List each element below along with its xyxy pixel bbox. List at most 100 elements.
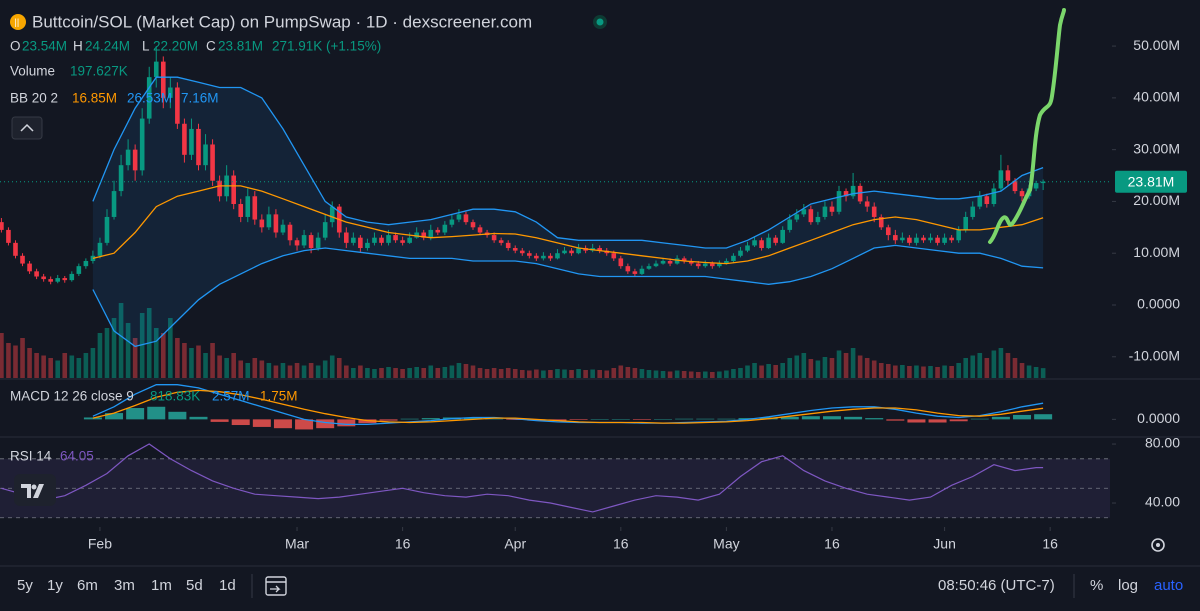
histogram-bar xyxy=(949,419,968,422)
volume-bar xyxy=(766,364,771,378)
volume-bar xyxy=(336,358,342,378)
legend-value: 1.75M xyxy=(260,389,298,404)
candle-body xyxy=(69,273,75,281)
candle-body xyxy=(344,232,349,243)
range-button[interactable]: 5y xyxy=(17,577,33,594)
volume-bar xyxy=(773,365,778,378)
volume-bar xyxy=(0,333,4,378)
scale-option[interactable]: log xyxy=(1118,577,1138,594)
candle-body xyxy=(435,229,441,233)
candle-body xyxy=(428,229,434,238)
volume-bar xyxy=(76,358,82,378)
clock: 08:50:46 (UTC-7) xyxy=(938,577,1055,594)
token-icon-mark: || xyxy=(15,17,20,27)
legend-name: Volume xyxy=(10,64,55,79)
candle-body xyxy=(794,214,800,220)
volume-bar xyxy=(393,368,398,378)
volume-bar xyxy=(259,360,265,378)
y-tick-label: 0.0000 xyxy=(1137,410,1180,426)
settings-button[interactable] xyxy=(1151,538,1165,552)
candle-body xyxy=(625,266,631,272)
candle-body xyxy=(1033,183,1039,189)
volume-bar xyxy=(653,370,659,378)
scale-option[interactable]: % xyxy=(1090,577,1103,594)
volume-bar xyxy=(956,363,961,378)
histogram-bar xyxy=(675,418,694,420)
histogram-bar xyxy=(1013,414,1032,420)
toolbar: 5y 1y 6m 3m 1m 5d 1d 08:50:46 (UTC-7)% log auto xyxy=(17,577,1183,594)
range-button[interactable]: 1m xyxy=(151,577,172,594)
date-range-button[interactable] xyxy=(265,576,287,596)
candle-body xyxy=(569,250,574,254)
candle-body xyxy=(548,255,553,259)
range-button[interactable]: 1y xyxy=(47,577,63,594)
volume-bar xyxy=(322,360,328,378)
histogram-bar xyxy=(970,418,989,420)
legend-name: MACD 12 26 close 9 xyxy=(10,389,134,404)
candle-body xyxy=(372,237,377,243)
legend-name: RSI 14 xyxy=(10,449,52,464)
volume-bar xyxy=(111,318,117,378)
volume-bar xyxy=(674,370,680,378)
volume-bar xyxy=(900,365,905,378)
histogram-bar xyxy=(210,419,229,422)
candle-body xyxy=(217,180,222,197)
range-button[interactable]: 5d xyxy=(186,577,203,594)
candle-body xyxy=(400,240,405,243)
volume-bar xyxy=(456,363,462,378)
candle-body xyxy=(280,224,286,233)
candle-body xyxy=(534,255,539,259)
volume-bar xyxy=(365,368,370,378)
range-button[interactable]: 6m xyxy=(77,577,98,594)
candle-body xyxy=(139,118,145,171)
volume-bar xyxy=(555,369,560,378)
ohlc-key: H xyxy=(73,39,83,54)
candle-body xyxy=(773,237,778,243)
volume-bar xyxy=(238,360,244,378)
scale-option[interactable]: auto xyxy=(1154,577,1183,594)
candle-body xyxy=(695,263,701,267)
histogram-bar xyxy=(231,419,250,426)
range-button[interactable]: 3m xyxy=(114,577,135,594)
candle-body xyxy=(660,260,666,264)
candle-body xyxy=(519,250,525,254)
histogram-bar xyxy=(379,419,398,421)
range-button[interactable]: 1d xyxy=(219,577,236,594)
candle-body xyxy=(653,263,659,267)
volume-bar xyxy=(519,370,525,378)
volume-bar xyxy=(400,369,405,378)
legend-value: 26.53M xyxy=(127,91,172,106)
volume-bar xyxy=(963,358,969,378)
candle-body xyxy=(759,240,764,249)
candle-body xyxy=(393,235,398,241)
volume-bar xyxy=(407,368,412,378)
candle-body xyxy=(541,255,546,259)
candle-body xyxy=(62,278,68,281)
candle-body xyxy=(245,196,251,217)
volume-bar xyxy=(217,355,222,378)
volume-bar xyxy=(372,369,377,378)
candle-body xyxy=(674,258,680,264)
candle-body xyxy=(928,237,933,241)
candle-body xyxy=(843,191,849,197)
volume-bar xyxy=(90,348,96,378)
x-tick-label: 16 xyxy=(1042,536,1058,552)
x-tick-label: 16 xyxy=(613,536,629,552)
candle-body xyxy=(942,237,947,243)
volume-bar xyxy=(977,353,983,378)
collapse-button[interactable] xyxy=(11,116,43,140)
volume-bar xyxy=(379,368,384,378)
y-tick-label: 20.00M xyxy=(1133,192,1180,208)
candle-body xyxy=(914,237,919,243)
candle-body xyxy=(829,206,835,212)
volume-bar xyxy=(935,367,940,378)
histogram-bar xyxy=(105,413,124,420)
tv-logo-bg xyxy=(14,474,56,506)
pane: -10.00M 0.0000 10.00M 20.00M 30.00M 40.00M 50.… xyxy=(0,37,1187,378)
volume-bar xyxy=(153,328,159,378)
volume-bar xyxy=(428,365,434,378)
ohlc-key: L xyxy=(142,39,150,54)
y-tick-label: -10.00M xyxy=(1129,347,1180,363)
volume-bar xyxy=(315,365,321,378)
volume-bar xyxy=(562,369,567,378)
